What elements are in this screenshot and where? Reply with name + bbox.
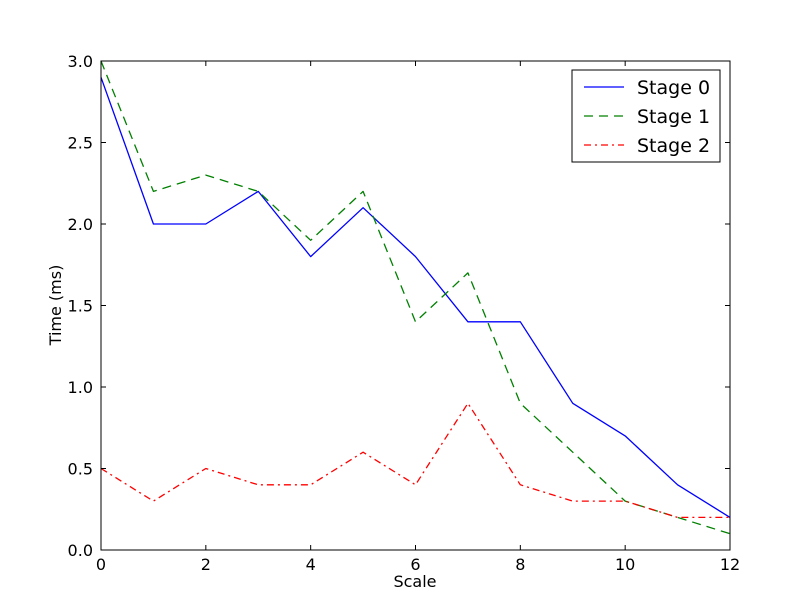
series-line-stage-1 bbox=[100, 60, 731, 535]
x-tick-label: 4 bbox=[306, 555, 316, 574]
y-tick-label: 1.5 bbox=[68, 297, 93, 316]
legend-label-stage-2: Stage 2 bbox=[637, 135, 710, 157]
y-tick-label: 3.0 bbox=[68, 52, 93, 71]
x-tick-label: 12 bbox=[720, 555, 740, 574]
y-tick-label: 2.5 bbox=[68, 134, 93, 153]
series-line-stage-0 bbox=[100, 77, 731, 518]
y-tick-label: 0.0 bbox=[68, 541, 93, 560]
legend-box bbox=[571, 69, 721, 163]
x-tick-label: 0 bbox=[96, 555, 106, 574]
x-axis-label: Scale bbox=[393, 572, 436, 591]
y-tick-label: 1.0 bbox=[68, 378, 93, 397]
y-tick-label: 2.0 bbox=[68, 215, 93, 234]
y-axis: 0.0 0.5 1.0 1.5 2.0 2.5 3.0 bbox=[68, 52, 730, 560]
y-axis-label: Time (ms) bbox=[46, 265, 65, 347]
series-line-stage-2 bbox=[100, 402, 730, 519]
series-layer bbox=[100, 60, 731, 535]
y-tick-label: 0.5 bbox=[68, 460, 93, 479]
legend-label-stage-0: Stage 0 bbox=[637, 77, 710, 99]
x-tick-label: 8 bbox=[515, 555, 525, 574]
x-axis: 0 2 4 6 8 10 12 bbox=[96, 61, 740, 574]
x-tick-label: 2 bbox=[201, 555, 211, 574]
legend-label-stage-1: Stage 1 bbox=[637, 106, 710, 128]
x-tick-label: 10 bbox=[615, 555, 635, 574]
legend: Stage 0 Stage 1 Stage 2 bbox=[571, 69, 721, 163]
x-tick-label: 6 bbox=[410, 555, 420, 574]
